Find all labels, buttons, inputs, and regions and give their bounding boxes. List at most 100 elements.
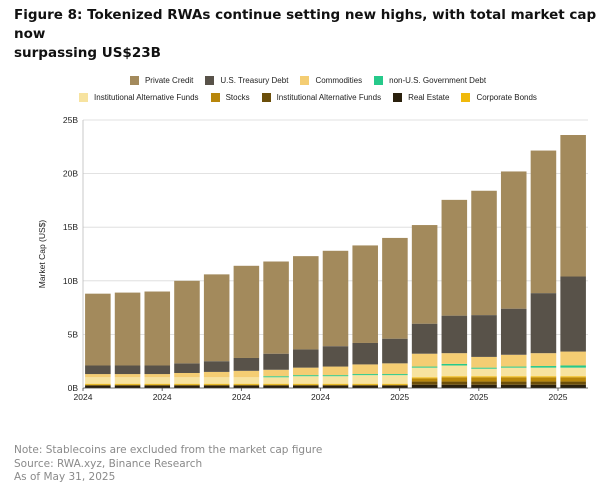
x-tick-label: 2025 (390, 392, 409, 402)
bar-segment (500, 366, 527, 368)
legend-swatch (461, 93, 471, 102)
bar-segment (441, 315, 468, 354)
legend-item-commodities: Commodities (300, 76, 362, 85)
bar-segment (263, 261, 289, 354)
x-tick-label: 2024 (74, 392, 93, 402)
bar-segment (174, 377, 200, 384)
bar-segment (352, 364, 378, 375)
bar-segment (441, 365, 468, 377)
bar-segment (441, 376, 468, 378)
bar-segment (530, 150, 557, 294)
bar-segment (203, 377, 230, 384)
bar-segment (352, 245, 378, 343)
bar-segment (322, 250, 349, 347)
bar-segment (500, 376, 527, 378)
bar-segment (322, 346, 349, 367)
bar-segment (85, 377, 111, 384)
legend-row-2: Institutional Alternative Funds Stocks I… (0, 93, 616, 102)
bar-segment (382, 375, 408, 384)
bar-segment (382, 374, 408, 376)
x-tick-label: 2024 (153, 392, 172, 402)
bar-segment (560, 365, 586, 368)
bar-segment (352, 375, 378, 384)
legend-item-corporate-bonds: Corporate Bonds (461, 93, 537, 102)
bar-segment (471, 190, 497, 316)
bar-segment (233, 383, 260, 385)
bar-segment (293, 375, 319, 377)
source-text: Source: RWA.xyz, Binance Research (14, 457, 203, 470)
bar-segment (114, 292, 141, 366)
legend-item-us-treasury-debt: U.S. Treasury Debt (205, 76, 288, 85)
bar-segment (471, 376, 497, 378)
bar-segment (85, 374, 111, 378)
figure-title-line-1: Figure 8: Tokenized RWAs continue settin… (14, 7, 597, 42)
bar-segment (471, 315, 497, 357)
bar-segment (352, 374, 378, 376)
y-tick-label: 10B (63, 276, 78, 286)
bar-segment (322, 384, 349, 386)
bar-segment (471, 367, 497, 369)
bar-segment (144, 385, 171, 388)
bar-segment (144, 365, 171, 375)
bar-segment (560, 381, 586, 385)
bar-segment (530, 377, 557, 382)
bar-segment (352, 342, 378, 365)
bar-segment (114, 374, 141, 378)
bar-segment (144, 374, 171, 378)
bar-segment (441, 377, 468, 382)
bar-segment (560, 135, 586, 277)
bar-segment (441, 353, 468, 364)
bar-segment (85, 293, 111, 366)
x-tick-label: 2024 (232, 392, 251, 402)
bar-segment (233, 370, 260, 378)
legend-item-institutional-alternative-funds-dark: Institutional Alternative Funds (261, 93, 381, 102)
bar-segment (322, 366, 349, 376)
legend-label: Real Estate (408, 93, 450, 102)
bar-segment (500, 367, 527, 377)
legend-item-institutional-alternative-funds-light: Institutional Alternative Funds (79, 93, 199, 102)
bar-segment (530, 376, 557, 378)
bar-segment (85, 383, 111, 385)
bar-segment (114, 385, 141, 388)
y-tick-label: 20B (63, 169, 78, 179)
bar-segment (382, 384, 408, 386)
bar-segment (500, 354, 527, 367)
bar-segment (203, 384, 230, 386)
note-text: Note: Stablecoins are excluded from the … (14, 444, 323, 456)
legend-label: Private Credit (144, 76, 194, 85)
bar-segment (411, 367, 438, 378)
bar-segment (560, 384, 586, 388)
bar-segment (203, 361, 230, 372)
figure-title: Figure 8: Tokenized RWAs continue settin… (14, 6, 604, 63)
bar-segment (471, 381, 497, 385)
bar-segment (352, 385, 378, 388)
bar-segment (471, 356, 497, 368)
bar-segment (174, 372, 200, 378)
bar-segment (352, 383, 378, 385)
bar-segment (411, 381, 438, 385)
bar-segment (530, 367, 557, 377)
bar-segment (203, 274, 230, 362)
bar-segment (174, 363, 200, 373)
bar-segment (293, 385, 319, 388)
bar-segment (85, 384, 111, 386)
bar-segment (203, 371, 230, 378)
legend-label: Corporate Bonds (476, 93, 537, 102)
legend-swatch (210, 93, 220, 102)
bar-segment (382, 383, 408, 385)
bar-segment (382, 385, 408, 388)
legend-item-stocks: Stocks (210, 93, 250, 102)
bar-segment (411, 377, 438, 379)
bar-segment (144, 377, 171, 384)
bar-segment (233, 265, 260, 358)
bar-segment (411, 323, 438, 354)
bar-segment (114, 365, 141, 375)
bar-segment (174, 383, 200, 385)
bar-segment (560, 367, 586, 377)
bar-segment (500, 384, 527, 388)
legend-swatch (79, 93, 89, 102)
bar-segment (263, 353, 289, 370)
bar-segment (322, 385, 349, 388)
bar-segment (560, 377, 586, 382)
bar-segment (293, 383, 319, 385)
